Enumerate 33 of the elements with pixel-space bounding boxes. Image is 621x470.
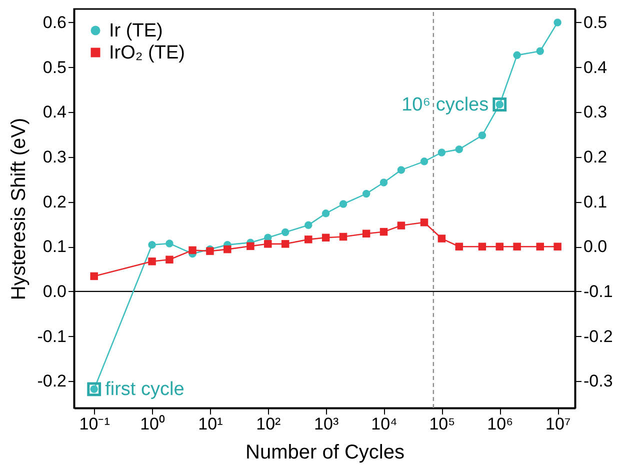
annotation: first cycle	[105, 379, 184, 400]
y-axis-title: Hysteresis Shift (eV)	[8, 118, 30, 300]
x-axis-title: Number of Cycles	[246, 442, 404, 464]
annotation: 10⁶ cycles	[402, 94, 489, 116]
x-tick-label: 10¹	[198, 414, 224, 434]
y2-tick-label: -0.2	[584, 326, 613, 346]
y-tick-label: 0.1	[42, 237, 66, 256]
y2-tick-label: 0.3	[584, 102, 608, 122]
y-tick-label: -0.2	[37, 372, 66, 391]
y2-tick-label: 0.2	[584, 147, 608, 166]
x-tick-label: 10⁷	[546, 414, 571, 434]
x-tick-label: 10⁰	[140, 414, 165, 434]
x-tick-label: 10⁻¹	[79, 414, 110, 434]
x-tick-label: 10³	[314, 414, 339, 434]
y-tick-label: 0.0	[42, 282, 66, 301]
y-tick-label: 0.3	[42, 147, 66, 166]
x-tick-label: 10²	[256, 414, 282, 434]
y-tick-label: 0.6	[42, 12, 66, 32]
y2-tick-label: 0.1	[584, 192, 608, 212]
y2-tick-label: 0.4	[584, 58, 608, 77]
y-tick-label: 0.5	[42, 58, 66, 77]
x-tick-label: 10⁴	[371, 414, 398, 434]
y-tick-label: -0.1	[37, 326, 66, 346]
y2-tick-label: 0.5	[584, 12, 608, 32]
legend-label: IrO₂ (TE)	[109, 42, 185, 64]
y2-tick-label: -0.1	[584, 282, 613, 301]
y-tick-label: 0.4	[42, 102, 66, 122]
legend-label: Ir (TE)	[109, 20, 163, 42]
y-tick-label: 0.2	[42, 192, 66, 212]
y2-tick-label: 0.0	[584, 237, 608, 256]
x-tick-label: 10⁵	[429, 414, 456, 434]
y2-tick-label: -0.3	[584, 372, 613, 391]
x-tick-label: 10⁶	[487, 414, 514, 434]
